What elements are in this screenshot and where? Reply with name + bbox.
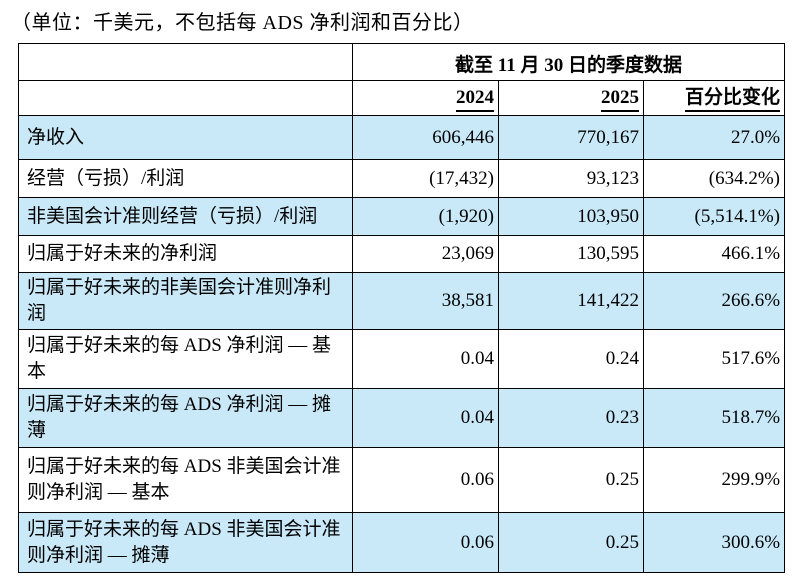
value-2025: 130,595 — [498, 235, 644, 273]
value-2025: 103,950 — [498, 197, 644, 236]
value-change: 27.0% — [642, 115, 786, 160]
span-header-row: 截至 11 月 30 日的季度数据 — [18, 43, 786, 81]
table-row-non-gaap-operating-income: 非美国会计准则经营（亏损）/利润 (1,920) 103,950 (5,514.… — [18, 197, 786, 236]
corner-cell-bottom — [18, 80, 353, 116]
value-2025: 0.25 — [498, 512, 644, 573]
value-2025: 0.23 — [498, 388, 644, 448]
column-header-2024-text: 2024 — [456, 87, 494, 112]
row-label: 归属于好未来的每 ADS 非美国会计准则净利润 — 基本 — [18, 447, 353, 513]
value-2024: 38,581 — [352, 272, 499, 330]
value-change: 517.6% — [642, 329, 786, 389]
column-header-2025: 2025 — [498, 80, 644, 116]
column-header-change: 百分比变化 — [642, 80, 786, 116]
value-2025: 93,123 — [498, 159, 644, 198]
column-header-2024: 2024 — [352, 80, 499, 116]
table-row-non-gaap-net-income: 归属于好未来的非美国会计准则净利润 38,581 141,422 266.6% — [18, 272, 786, 330]
value-2025: 0.25 — [498, 447, 644, 513]
corner-cell-top — [18, 43, 353, 81]
value-2025: 0.24 — [498, 329, 644, 389]
value-2024: 0.04 — [352, 329, 499, 389]
row-label: 归属于好未来的每 ADS 非美国会计准则净利润 — 摊薄 — [18, 512, 353, 573]
value-2024: 23,069 — [352, 235, 499, 273]
table-row-non-gaap-eps-diluted: 归属于好未来的每 ADS 非美国会计准则净利润 — 摊薄 0.06 0.25 3… — [18, 512, 786, 573]
value-2024: 0.06 — [352, 512, 499, 573]
table-row-eps-diluted: 归属于好未来的每 ADS 净利润 — 摊薄 0.04 0.23 518.7% — [18, 388, 786, 448]
value-change: (5,514.1%) — [642, 197, 786, 236]
value-2025: 141,422 — [498, 272, 644, 330]
row-label: 净收入 — [18, 115, 353, 160]
row-label: 非美国会计准则经营（亏损）/利润 — [18, 197, 353, 236]
value-2024: 0.06 — [352, 447, 499, 513]
value-2024: (1,920) — [352, 197, 499, 236]
value-change: 466.1% — [642, 235, 786, 273]
value-change: (634.2%) — [642, 159, 786, 198]
value-2024: (17,432) — [352, 159, 499, 198]
column-header-2025-text: 2025 — [601, 87, 639, 112]
value-change: 300.6% — [642, 512, 786, 573]
column-header-change-text: 百分比变化 — [685, 82, 781, 112]
value-2024: 606,446 — [352, 115, 499, 160]
value-change: 518.7% — [642, 388, 786, 448]
table-row-operating-income: 经营（亏损）/利润 (17,432) 93,123 (634.2%) — [18, 159, 786, 198]
row-label: 经营（亏损）/利润 — [18, 159, 353, 198]
value-change: 299.9% — [642, 447, 786, 513]
row-label: 归属于好未来的每 ADS 净利润 — 基本 — [18, 329, 353, 389]
table-row-eps-basic: 归属于好未来的每 ADS 净利润 — 基本 0.04 0.24 517.6% — [18, 329, 786, 389]
value-2024: 0.04 — [352, 388, 499, 448]
span-header-cell: 截至 11 月 30 日的季度数据 — [351, 43, 786, 81]
span-header-text: 截至 11 月 30 日的季度数据 — [455, 54, 682, 76]
table-row-non-gaap-eps-basic: 归属于好未来的每 ADS 非美国会计准则净利润 — 基本 0.06 0.25 2… — [18, 447, 786, 513]
table-row-net-income: 归属于好未来的净利润 23,069 130,595 466.1% — [18, 235, 786, 273]
units-note: （单位：千美元，不包括每 ADS 净利润和百分比） — [11, 12, 474, 34]
quarterly-results-table: 截至 11 月 30 日的季度数据 2024 2025 百分比变化 净收入 60… — [18, 43, 786, 573]
value-change: 266.6% — [642, 272, 786, 330]
value-2025: 770,167 — [498, 115, 644, 160]
row-label: 归属于好未来的每 ADS 净利润 — 摊薄 — [18, 388, 353, 448]
row-label: 归属于好未来的非美国会计准则净利润 — [18, 272, 353, 330]
row-label: 归属于好未来的净利润 — [18, 235, 353, 273]
table-row-net-revenues: 净收入 606,446 770,167 27.0% — [18, 115, 786, 160]
column-header-row: 2024 2025 百分比变化 — [18, 80, 786, 116]
